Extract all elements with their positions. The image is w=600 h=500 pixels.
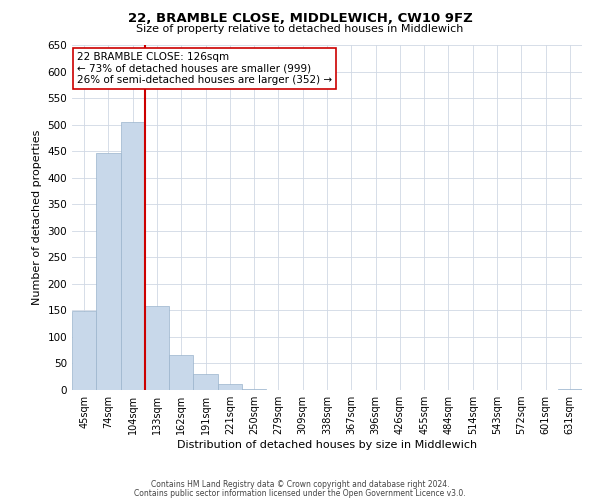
Text: Contains public sector information licensed under the Open Government Licence v3: Contains public sector information licen… <box>134 488 466 498</box>
X-axis label: Distribution of detached houses by size in Middlewich: Distribution of detached houses by size … <box>177 440 477 450</box>
Bar <box>242 389 266 390</box>
Bar <box>558 389 582 390</box>
Bar <box>96 152 121 390</box>
Bar <box>193 374 218 390</box>
Bar <box>121 122 145 390</box>
Text: Size of property relative to detached houses in Middlewich: Size of property relative to detached ho… <box>136 24 464 34</box>
Text: Contains HM Land Registry data © Crown copyright and database right 2024.: Contains HM Land Registry data © Crown c… <box>151 480 449 489</box>
Bar <box>145 306 169 390</box>
Bar <box>169 355 193 390</box>
Bar <box>218 384 242 390</box>
Y-axis label: Number of detached properties: Number of detached properties <box>32 130 42 305</box>
Text: 22 BRAMBLE CLOSE: 126sqm
← 73% of detached houses are smaller (999)
26% of semi-: 22 BRAMBLE CLOSE: 126sqm ← 73% of detach… <box>77 52 332 85</box>
Bar <box>72 312 96 390</box>
Text: 22, BRAMBLE CLOSE, MIDDLEWICH, CW10 9FZ: 22, BRAMBLE CLOSE, MIDDLEWICH, CW10 9FZ <box>128 12 472 26</box>
